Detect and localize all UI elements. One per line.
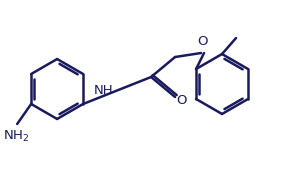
Text: NH$_2$: NH$_2$ [3, 129, 29, 144]
Text: O: O [197, 35, 207, 48]
Text: O: O [176, 94, 186, 108]
Text: NH: NH [93, 84, 113, 97]
